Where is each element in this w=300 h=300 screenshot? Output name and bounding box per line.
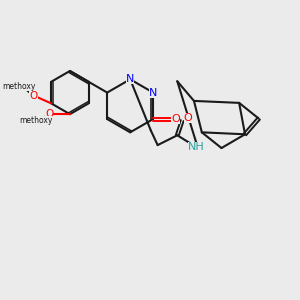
Text: O: O [184,112,193,123]
Text: O: O [29,92,38,101]
Text: methoxy: methoxy [19,116,52,124]
Text: N: N [149,88,157,98]
Text: methoxy: methoxy [2,82,35,91]
Text: NH: NH [188,142,204,152]
Text: O: O [45,109,53,119]
Text: O: O [171,114,180,124]
Text: N: N [126,74,134,84]
